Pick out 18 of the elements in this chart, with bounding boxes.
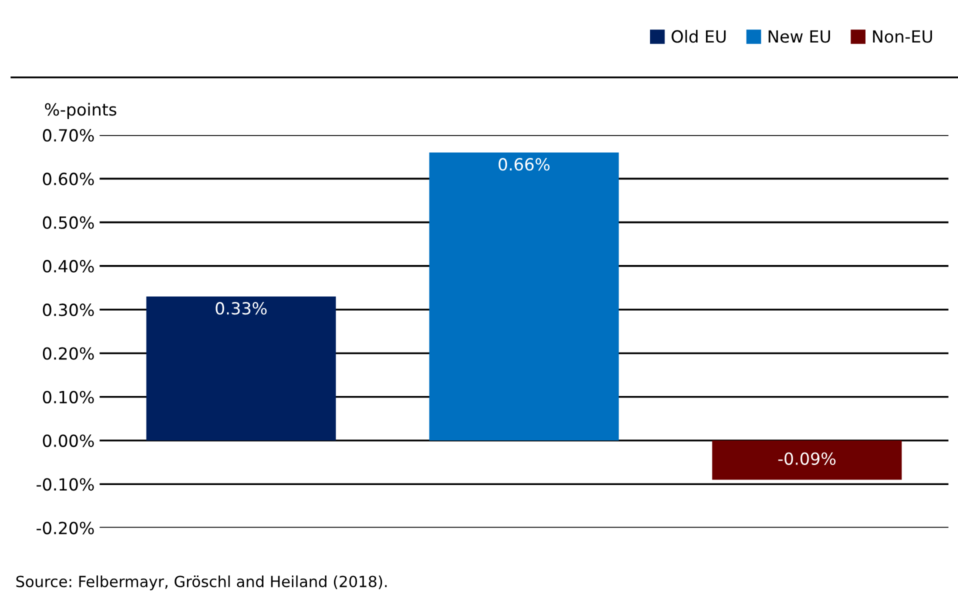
y-tick-label: 0.30% — [42, 304, 94, 316]
y-tick-label: 0.70% — [42, 129, 94, 142]
y-tick-label: 0.40% — [42, 260, 94, 273]
y-tick-label: -0.20% — [36, 522, 94, 534]
y-tick-label: 0.00% — [42, 434, 94, 448]
legend-label: Non-EU — [873, 30, 932, 43]
y-tick-label: 0.50% — [42, 216, 94, 229]
source-note: Source: Felbermayr, Gröschl and Heiland (2018). — [16, 575, 387, 590]
y-tick-label: 0.20% — [42, 347, 94, 360]
legend-label: New EU — [768, 30, 830, 43]
data-label: 0.33% — [216, 302, 267, 315]
y-tick-label: -0.10% — [36, 478, 94, 491]
y-axis-title: %-points — [44, 102, 116, 119]
data-label: 0.66% — [498, 158, 550, 171]
y-tick-label: 0.10% — [42, 390, 94, 404]
data-label: -0.09% — [778, 452, 836, 465]
legend-label: Old EU — [672, 30, 726, 43]
y-tick-label: 0.60% — [42, 172, 94, 186]
